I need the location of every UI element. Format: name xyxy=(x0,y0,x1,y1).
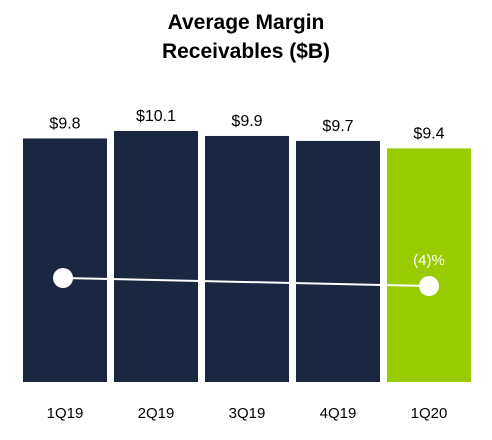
category-label-2Q19: 2Q19 xyxy=(138,405,175,422)
bar-1Q20 xyxy=(387,148,471,382)
value-label-2Q19: $10.1 xyxy=(136,108,176,125)
bars-group xyxy=(23,131,471,382)
bar-2Q19 xyxy=(114,131,198,382)
value-label-1Q19: $9.8 xyxy=(49,115,80,132)
chart-title-line-2: Receivables ($B) xyxy=(161,40,331,63)
trend-annotation: (4)% xyxy=(53,252,445,296)
trend-change-label: (4)% xyxy=(413,252,445,269)
category-label-3Q19: 3Q19 xyxy=(229,405,266,422)
bar-1Q19 xyxy=(23,138,107,382)
trend-line xyxy=(62,277,430,287)
chart-title: Average Margin Receivables ($B) xyxy=(0,8,492,66)
value-label-4Q19: $9.7 xyxy=(322,118,353,135)
trend-end-point xyxy=(419,276,439,296)
value-label-3Q19: $9.9 xyxy=(231,113,262,130)
category-labels-group: 1Q19 2Q19 3Q19 4Q19 1Q20 xyxy=(47,405,448,422)
category-label-4Q19: 4Q19 xyxy=(320,405,357,422)
value-labels-group: $9.8 $10.1 $9.9 $9.7 $9.4 xyxy=(49,108,444,142)
category-label-1Q19: 1Q19 xyxy=(47,405,84,422)
bar-4Q19 xyxy=(296,140,380,382)
chart-title-line-1: Average Margin xyxy=(167,11,325,34)
bar-3Q19 xyxy=(205,135,289,382)
value-label-1Q20: $9.4 xyxy=(413,125,444,142)
trend-start-point xyxy=(53,268,73,288)
category-label-1Q20: 1Q20 xyxy=(411,405,448,422)
